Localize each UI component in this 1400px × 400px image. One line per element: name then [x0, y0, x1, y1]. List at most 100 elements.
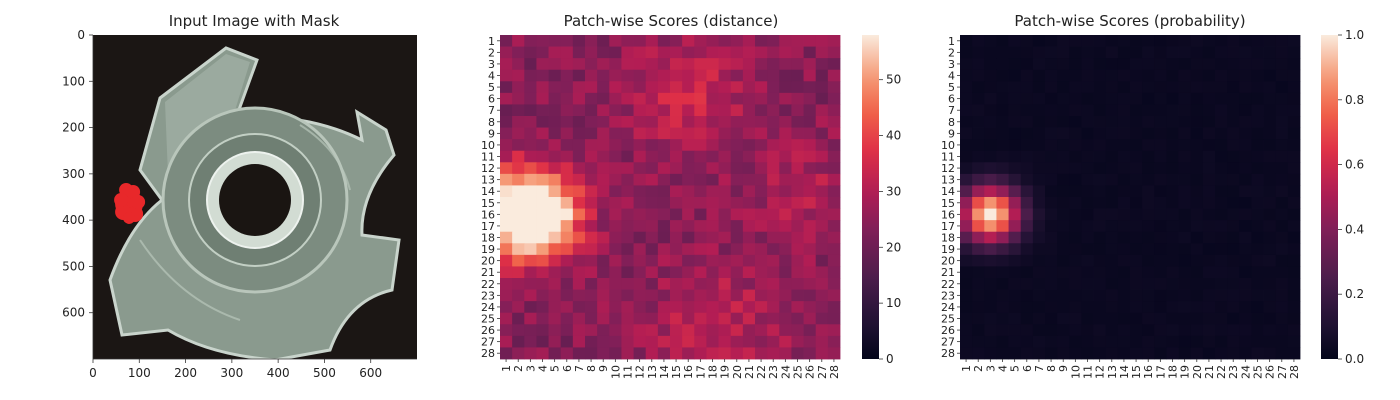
heatmap-cell [742, 162, 756, 175]
heatmap-cell [755, 220, 768, 233]
heatmap-cell [1227, 254, 1240, 267]
heatmap-cell [609, 197, 622, 209]
heatmap-cell [682, 150, 695, 163]
heatmap-cell [1008, 335, 1022, 348]
heatmap-cell [1105, 173, 1119, 186]
x-tick-label: 21 [1203, 365, 1216, 379]
heatmap-cell [1032, 173, 1046, 186]
heatmap-cell [1263, 324, 1277, 337]
heatmap-cell [1093, 301, 1107, 314]
heatmap-cell [960, 243, 973, 256]
heatmap-cell [827, 266, 841, 279]
heatmap-cell [1008, 231, 1022, 244]
heatmap-cell [984, 324, 997, 337]
heatmap-cell [1154, 231, 1167, 244]
heatmap-cell [560, 254, 574, 267]
heatmap-cell [548, 162, 562, 175]
heatmap-cell [1215, 173, 1228, 186]
heatmap-cell [1081, 312, 1094, 325]
heatmap-cell [791, 58, 804, 71]
heatmap-cell [694, 46, 707, 59]
heatmap-cell [791, 301, 804, 314]
heatmap-cell [621, 58, 634, 71]
heatmap-cell [1130, 335, 1143, 348]
heatmap-cell [996, 231, 1009, 244]
heatmap-cell [609, 150, 622, 163]
heatmap-cell [657, 173, 671, 186]
heatmap-cell [1045, 301, 1058, 314]
heatmap-cell [827, 243, 841, 256]
heatmap-cell [1045, 58, 1058, 71]
heatmap-cell [1045, 46, 1058, 59]
heatmap-cell [512, 243, 525, 256]
heatmap-cell [1275, 197, 1289, 209]
y-tick-label: 10 [481, 139, 495, 152]
heatmap-cell [1166, 185, 1179, 198]
heatmap-cell [524, 278, 537, 290]
heatmap-cell [1178, 278, 1192, 290]
heatmap-cell [1239, 127, 1252, 140]
heatmap-cell [827, 278, 841, 290]
heatmap-cell [536, 243, 549, 256]
heatmap-cell [1215, 139, 1228, 152]
x-tick-label: 13 [1106, 365, 1119, 379]
heatmap-cell [1057, 116, 1070, 128]
heatmap-cell [827, 208, 841, 221]
heatmap-cell [524, 324, 537, 337]
heatmap-cell [803, 197, 817, 209]
x-tick-label: 400 [267, 366, 290, 380]
heatmap-cell [742, 208, 756, 221]
heatmap-cell [694, 254, 707, 267]
x-tick-label: 600 [359, 366, 382, 380]
x-tick-label: 14 [1118, 365, 1131, 379]
heatmap-cell [996, 150, 1009, 163]
heatmap-cell [572, 324, 586, 337]
heatmap-cell [1045, 231, 1058, 244]
colorbar-scale [862, 35, 879, 359]
heatmap-cell [1215, 231, 1228, 244]
heatmap-cell [1275, 312, 1289, 325]
x-tick-label: 6 [1021, 365, 1034, 372]
heatmap-cell [1251, 254, 1264, 267]
heatmap-cell [500, 254, 513, 267]
heatmap-cell [1251, 104, 1264, 117]
heatmap-cell [960, 127, 973, 140]
heatmap-cell [984, 162, 997, 175]
heatmap-cell [996, 266, 1009, 279]
heatmap-cell [512, 81, 525, 94]
heatmap-cell [1275, 289, 1289, 302]
heatmap-cell [512, 104, 525, 117]
heatmap-cell [972, 150, 985, 163]
heatmap-cell [1154, 162, 1167, 175]
x-tick-label: 23 [1227, 365, 1240, 379]
x-tick-label: 500 [313, 366, 336, 380]
heatmap-cell [609, 162, 622, 175]
heatmap-cell [1045, 254, 1058, 267]
heatmap-cell [1045, 324, 1058, 337]
heatmap-cell [585, 301, 598, 314]
heatmap-cell [779, 208, 792, 221]
heatmap-cell [1130, 312, 1143, 325]
heatmap-cell [706, 312, 719, 325]
heatmap-cell [1287, 58, 1301, 71]
heatmap-cell [706, 139, 719, 152]
heatmap-cell [960, 58, 973, 71]
heatmap-cell [524, 335, 537, 348]
heatmap-cell [585, 139, 598, 152]
heatmap-cell [1154, 92, 1167, 105]
heatmap-cell [1130, 289, 1143, 302]
heatmap-cell [706, 150, 719, 163]
heatmap-cell [755, 208, 768, 221]
heatmap-cell [1142, 278, 1155, 290]
heatmap-cell [536, 116, 549, 128]
heatmap-cell [1045, 220, 1058, 233]
heatmap-cell [1202, 220, 1216, 233]
heatmap-cell [1227, 81, 1240, 94]
heatmap-cell [536, 347, 549, 360]
heatmap-cell [730, 335, 744, 348]
heatmap-cell [984, 197, 997, 209]
heatmap-cell [1130, 231, 1143, 244]
y-tick-label: 8 [488, 116, 495, 129]
heatmap-cell [585, 335, 598, 348]
y-tick-label: 200 [62, 121, 85, 135]
